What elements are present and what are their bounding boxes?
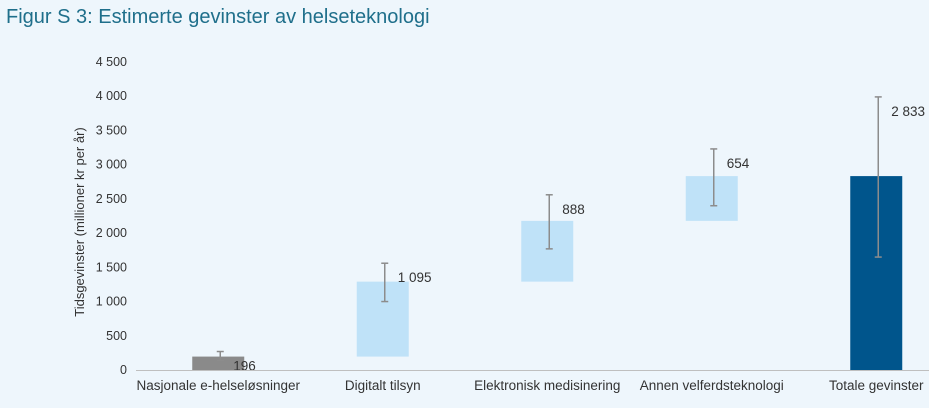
bar-annen-velferdsteknologi <box>685 176 738 221</box>
y-tick-label: 500 <box>106 329 127 343</box>
x-axis-categories: Nasjonale e-helseløsninger Digitalt tilsy… <box>136 378 924 393</box>
category-label-elektronisk-medisinering: Elektronisk medisinering <box>474 378 620 393</box>
data-label-elektronisk-medisinering: 888 <box>562 202 585 217</box>
y-tick-label: 2 000 <box>96 226 127 240</box>
bar-totale-gevinster <box>850 176 903 370</box>
y-axis-ticks: 0 500 1 000 1 500 2 000 2 500 3 000 3 500 4 000 4… <box>96 55 127 377</box>
y-tick-label: 0 <box>120 363 127 377</box>
data-label-digitalt-tilsyn: 1 095 <box>398 270 432 285</box>
y-tick-label: 1 500 <box>96 260 127 274</box>
data-label-annen-velferdsteknologi: 654 <box>727 156 750 171</box>
category-label-totale-gevinster: Totale gevinster <box>829 378 924 393</box>
y-tick-label: 2 500 <box>96 192 127 206</box>
y-tick-label: 4 000 <box>96 89 127 103</box>
y-tick-label: 1 000 <box>96 295 127 309</box>
category-label-digitalt-tilsyn: Digitalt tilsyn <box>345 378 421 393</box>
data-label-totale-gevinster: 2 833 <box>891 104 925 119</box>
data-label-nasjonale-e-helsel-sninger: 196 <box>233 359 256 374</box>
figure-title: Figur S 3: Estimerte gevinster av helset… <box>6 6 430 28</box>
y-tick-label: 4 500 <box>96 55 127 69</box>
error-bars <box>216 96 882 362</box>
category-label-annen-velferdsteknologi: Annen velferdsteknologi <box>640 378 784 393</box>
bar-nasjonale-e-helsel-sninger <box>192 356 245 370</box>
y-tick-label: 3 000 <box>96 158 127 172</box>
bar-series <box>192 176 903 370</box>
y-tick-label: 3 500 <box>96 123 127 137</box>
category-label-nasjonale-e-helsel-sninger: Nasjonale e-helseløsninger <box>136 378 300 393</box>
bar-elektronisk-medisinering <box>521 220 574 282</box>
bar-digitalt-tilsyn <box>356 281 409 357</box>
data-labels: 196 1 095 888 654 2 833 <box>233 104 925 374</box>
y-axis-label: Tidsgevinster (millioner kr per år) <box>72 127 87 317</box>
